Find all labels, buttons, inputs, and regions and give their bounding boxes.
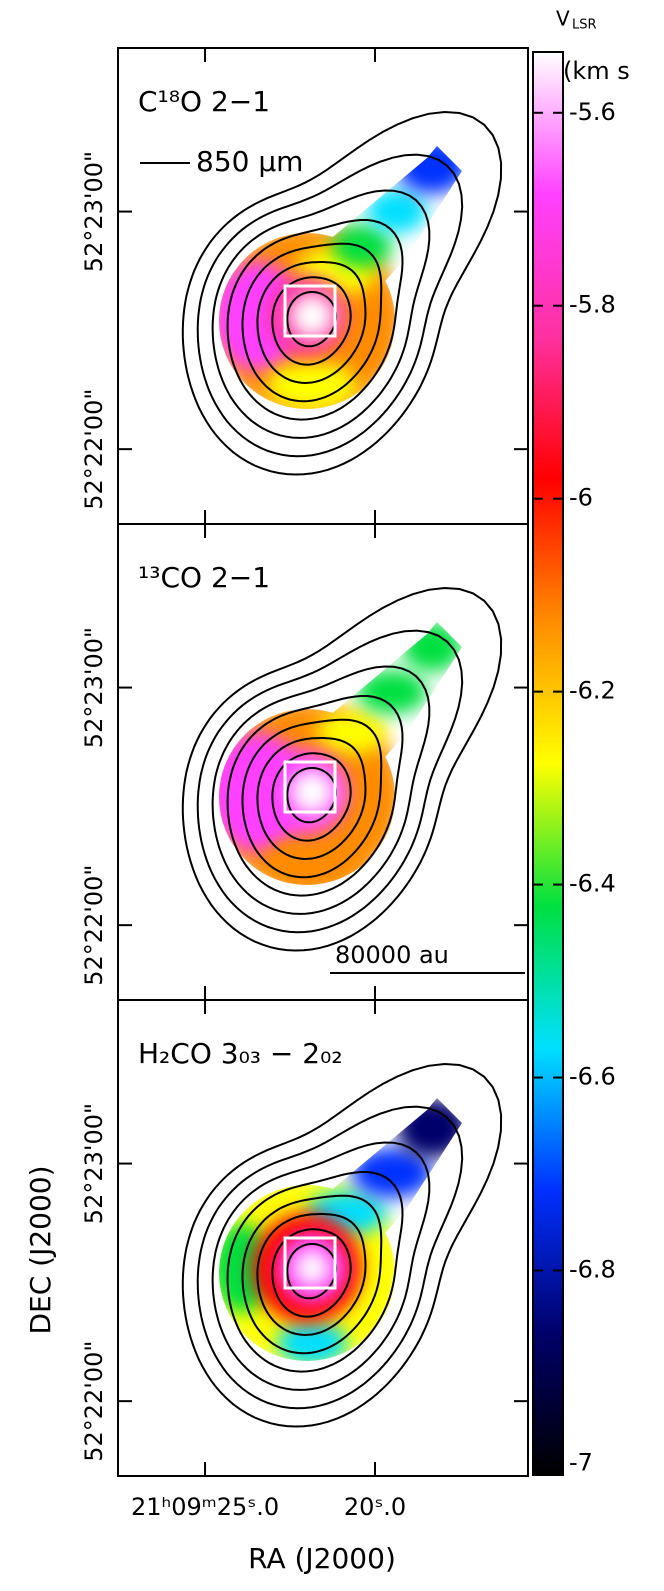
emission-map [219, 622, 462, 885]
contour [271, 276, 352, 366]
source-box [283, 1236, 337, 1290]
emission-map [219, 146, 462, 409]
scale-bar-label: 80000 au [335, 941, 449, 969]
legend-label: 850 μm [196, 145, 303, 178]
colorbar-tick-label: -5.6 [569, 98, 616, 126]
contour [256, 1213, 367, 1337]
colorbar-label: V [556, 7, 570, 31]
contour [196, 629, 464, 934]
contour [181, 110, 503, 476]
contour [211, 1141, 431, 1391]
contour [271, 752, 352, 842]
colorbar-tick-label: -6.6 [569, 1063, 616, 1091]
velocity-patch [277, 1321, 347, 1361]
contour [211, 189, 431, 439]
colorbar-unit: (km s [563, 57, 630, 85]
x-axis-label: RA (J2000) [248, 1542, 396, 1575]
contour [181, 586, 503, 952]
panel-label: ¹³CO 2−1 [138, 561, 270, 594]
contour [181, 1062, 503, 1428]
contour [286, 767, 338, 824]
y-tick-label: 52°22'00" [80, 1341, 108, 1462]
contour [196, 1105, 464, 1410]
contour [241, 718, 383, 879]
velocity-patch [290, 770, 334, 814]
colorbar [532, 51, 564, 1476]
velocity-patch [397, 146, 462, 194]
contour [226, 219, 404, 421]
contour [256, 737, 367, 861]
colorbar-tick-label: -6 [569, 484, 593, 512]
source-box [283, 760, 337, 814]
contour [286, 291, 338, 348]
colorbar-tick-label: -7 [569, 1448, 593, 1476]
velocity-patch [402, 622, 462, 672]
panel-label: C¹⁸O 2−1 [138, 85, 270, 118]
velocity-patch [290, 294, 334, 338]
velocity-patch [294, 1250, 330, 1286]
panel-label: H₂CO 3₀₃ − 2₀₂ [138, 1037, 343, 1070]
y-tick-label: 52°23'00" [80, 151, 108, 272]
contour [286, 1243, 338, 1300]
colorbar-tick-label: -5.8 [569, 291, 616, 319]
source-box [283, 284, 337, 338]
y-tick-label: 52°23'00" [80, 1103, 108, 1224]
contour [241, 1194, 383, 1355]
colorbar-tick-label: -6.8 [569, 1255, 616, 1283]
colorbar-tick-label: -6.2 [569, 677, 616, 705]
y-axis-label: DEC (J2000) [24, 1165, 57, 1334]
velocity-patch [357, 670, 427, 714]
contour [226, 1171, 404, 1373]
panel-frame [117, 999, 529, 1477]
velocity-patch [332, 224, 392, 268]
x-tick-label: 21ʰ09ᵐ25ˢ.0 [131, 1493, 279, 1521]
contour [196, 153, 464, 458]
y-tick-label: 52°23'00" [80, 627, 108, 748]
velocity-patch [352, 1148, 432, 1198]
velocity-patch [367, 189, 427, 233]
contour [256, 261, 367, 385]
x-tick-label: 20ˢ.0 [344, 1493, 406, 1521]
emission-map [219, 1098, 462, 1361]
colorbar-label-sub: LSR [572, 18, 597, 33]
colorbar-tick-label: -6.4 [569, 870, 616, 898]
contour [271, 1228, 352, 1318]
contour [241, 242, 383, 403]
contour [211, 665, 431, 915]
y-tick-label: 52°22'00" [80, 389, 108, 510]
y-tick-label: 52°22'00" [80, 865, 108, 986]
contour [226, 695, 404, 897]
